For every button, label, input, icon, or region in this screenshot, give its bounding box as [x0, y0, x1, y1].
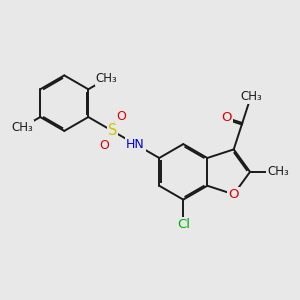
Text: CH₃: CH₃	[267, 165, 289, 178]
Text: O: O	[229, 188, 239, 201]
Text: O: O	[221, 111, 232, 124]
Text: O: O	[116, 110, 126, 122]
Text: CH₃: CH₃	[95, 72, 117, 86]
Text: HN: HN	[126, 138, 145, 151]
Text: S: S	[108, 123, 117, 138]
Text: CH₃: CH₃	[240, 90, 262, 103]
Text: Cl: Cl	[177, 218, 190, 231]
Text: O: O	[99, 139, 109, 152]
Text: CH₃: CH₃	[11, 121, 33, 134]
